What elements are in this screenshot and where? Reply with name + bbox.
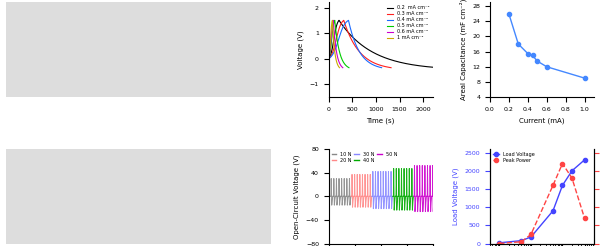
0.5 mA cm⁻² — [337, 53, 344, 56]
0.5 mA cm⁻² — [325, 57, 332, 60]
Load Voltage — [568, 169, 575, 172]
Legend: Load Voltage, Peak Power: Load Voltage, Peak Power — [493, 152, 535, 163]
1 mA cm⁻² — [334, 64, 341, 67]
Line: 0.4 mA cm⁻²: 0.4 mA cm⁻² — [329, 20, 382, 68]
0.3 mA cm⁻² — [359, 54, 366, 57]
0.2  mA cm⁻² — [335, 19, 343, 22]
Legend: 0.2  mA cm⁻², 0.3 mA cm⁻², 0.4 mA cm⁻², 0.5 mA cm⁻², 0.6 mA cm⁻², 1 mA cm⁻²: 0.2 mA cm⁻², 0.3 mA cm⁻², 0.4 mA cm⁻², 0… — [387, 5, 430, 41]
1 mA cm⁻² — [325, 57, 332, 60]
0.4 mA cm⁻² — [358, 53, 365, 56]
0.6 mA cm⁻² — [338, 65, 345, 68]
1 mA cm⁻² — [335, 65, 342, 68]
Load Voltage — [496, 241, 503, 244]
0.5 mA cm⁻² — [325, 57, 332, 60]
0.5 mA cm⁻² — [342, 64, 349, 67]
0.3 mA cm⁻² — [325, 57, 332, 60]
Y-axis label: Load Voltage (V): Load Voltage (V) — [452, 168, 459, 225]
Line: 0.3 mA cm⁻²: 0.3 mA cm⁻² — [329, 20, 391, 68]
0.2  mA cm⁻² — [421, 65, 428, 68]
1 mA cm⁻² — [336, 66, 343, 69]
Load Voltage — [581, 158, 588, 161]
0.3 mA cm⁻² — [340, 19, 347, 22]
Peak Power — [527, 233, 535, 236]
0.2  mA cm⁻² — [375, 54, 382, 57]
Peak Power — [559, 162, 566, 165]
0.5 mA cm⁻² — [337, 55, 344, 58]
Y-axis label: Areal Capacitance (mF cm⁻²): Areal Capacitance (mF cm⁻²) — [459, 0, 467, 100]
Line: Load Voltage: Load Voltage — [497, 158, 587, 245]
0.6 mA cm⁻² — [334, 54, 341, 57]
Peak Power — [550, 184, 557, 187]
0.4 mA cm⁻² — [378, 66, 385, 69]
Line: 0.2  mA cm⁻²: 0.2 mA cm⁻² — [329, 20, 439, 68]
Peak Power — [581, 217, 588, 220]
0.3 mA cm⁻² — [360, 55, 367, 58]
0.2  mA cm⁻² — [435, 66, 442, 69]
0.4 mA cm⁻² — [374, 65, 381, 68]
0.5 mA cm⁻² — [343, 65, 350, 68]
0.4 mA cm⁻² — [325, 57, 332, 60]
0.6 mA cm⁻² — [325, 57, 332, 60]
0.3 mA cm⁻² — [359, 53, 366, 56]
Line: 0.5 mA cm⁻²: 0.5 mA cm⁻² — [329, 20, 349, 68]
1 mA cm⁻² — [329, 19, 336, 22]
Legend: 10 N, 20 N, 30 N, 40 N, 50 N: 10 N, 20 N, 30 N, 40 N, 50 N — [331, 152, 398, 163]
0.3 mA cm⁻² — [377, 64, 384, 67]
0.6 mA cm⁻² — [330, 19, 337, 22]
0.6 mA cm⁻² — [334, 53, 341, 56]
0.5 mA cm⁻² — [346, 66, 353, 69]
0.6 mA cm⁻² — [334, 55, 341, 58]
0.2  mA cm⁻² — [374, 53, 382, 56]
0.2  mA cm⁻² — [325, 57, 332, 60]
Peak Power — [496, 242, 503, 245]
0.3 mA cm⁻² — [325, 57, 332, 60]
0.6 mA cm⁻² — [337, 64, 344, 67]
0.3 mA cm⁻² — [388, 66, 395, 69]
0.2  mA cm⁻² — [412, 64, 419, 67]
Peak Power — [518, 240, 525, 243]
0.5 mA cm⁻² — [337, 54, 344, 57]
X-axis label: Time (s): Time (s) — [367, 117, 395, 124]
1 mA cm⁻² — [325, 57, 332, 60]
0.4 mA cm⁻² — [358, 54, 365, 57]
0.4 mA cm⁻² — [345, 19, 352, 22]
1 mA cm⁻² — [332, 55, 339, 58]
0.6 mA cm⁻² — [339, 66, 346, 69]
Load Voltage — [550, 209, 557, 212]
0.2  mA cm⁻² — [325, 57, 332, 60]
Y-axis label: Voltage (V): Voltage (V) — [298, 31, 304, 69]
0.3 mA cm⁻² — [381, 65, 388, 68]
Line: 1 mA cm⁻²: 1 mA cm⁻² — [329, 20, 340, 68]
0.4 mA cm⁻² — [325, 57, 332, 60]
0.4 mA cm⁻² — [359, 55, 366, 58]
1 mA cm⁻² — [332, 53, 339, 56]
0.6 mA cm⁻² — [325, 57, 332, 60]
X-axis label: Current (mA): Current (mA) — [519, 117, 565, 124]
Load Voltage — [518, 239, 525, 242]
Load Voltage — [559, 184, 566, 187]
Peak Power — [568, 177, 575, 180]
1 mA cm⁻² — [332, 54, 339, 57]
Line: 0.6 mA cm⁻²: 0.6 mA cm⁻² — [329, 20, 343, 68]
Y-axis label: Open-Circuit Voltage (V): Open-Circuit Voltage (V) — [294, 154, 300, 239]
0.4 mA cm⁻² — [370, 64, 377, 67]
0.2  mA cm⁻² — [377, 55, 385, 58]
0.5 mA cm⁻² — [331, 19, 338, 22]
Line: Peak Power: Peak Power — [497, 161, 587, 246]
Load Voltage — [527, 235, 535, 238]
